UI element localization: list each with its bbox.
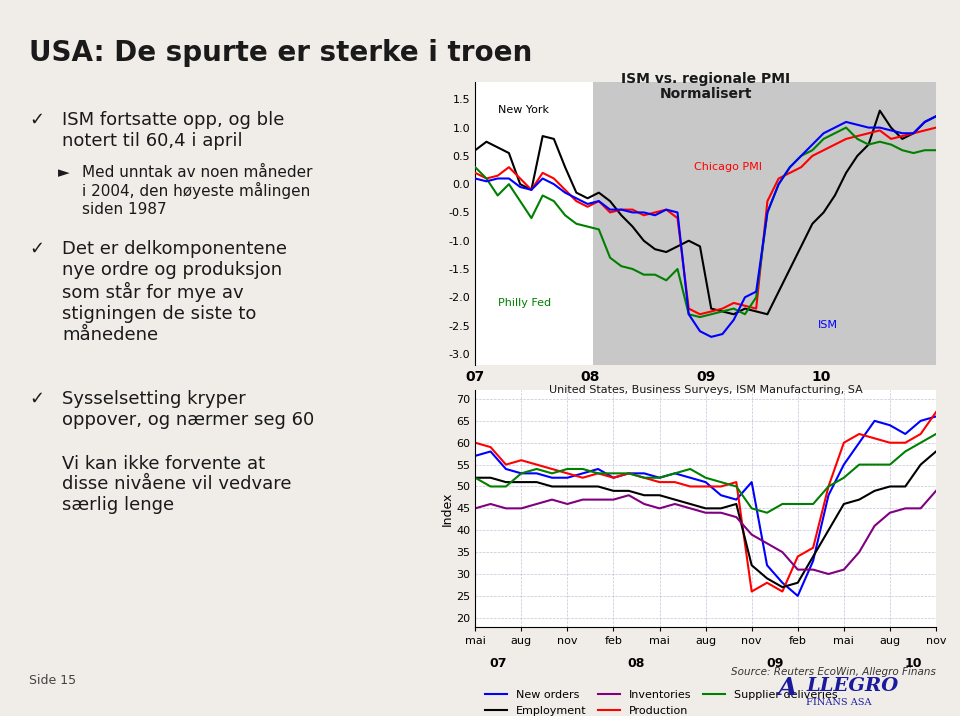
Bar bbox=[475, 82, 593, 365]
Text: LLEGRO: LLEGRO bbox=[806, 677, 899, 695]
Text: Source: Reuters EcoWin, Allegro Finans: Source: Reuters EcoWin, Allegro Finans bbox=[732, 667, 936, 677]
Text: Chicago PMI: Chicago PMI bbox=[694, 162, 762, 172]
Text: ►: ► bbox=[58, 165, 69, 180]
Text: Sysselsetting kryper
oppover, og nærmer seg 60: Sysselsetting kryper oppover, og nærmer … bbox=[62, 390, 315, 429]
Text: A: A bbox=[778, 675, 797, 700]
Text: 10: 10 bbox=[904, 657, 922, 670]
Text: FINANS ASA: FINANS ASA bbox=[806, 698, 872, 707]
Text: 09: 09 bbox=[766, 657, 783, 670]
Text: Med unntak av noen måneder
i 2004, den høyeste målingen
siden 1987: Med unntak av noen måneder i 2004, den h… bbox=[82, 165, 312, 217]
Text: ISM vs. regionale PMI: ISM vs. regionale PMI bbox=[621, 72, 790, 86]
Text: New York: New York bbox=[497, 105, 549, 115]
Text: United States, Business Surveys, ISM Manufacturing, SA: United States, Business Surveys, ISM Man… bbox=[549, 385, 862, 395]
Text: Philly Fed: Philly Fed bbox=[497, 298, 551, 308]
Text: USA: De spurte er sterke i troen: USA: De spurte er sterke i troen bbox=[29, 39, 532, 67]
Text: Side 15: Side 15 bbox=[29, 674, 76, 687]
Text: ✓: ✓ bbox=[29, 111, 44, 129]
Text: 08: 08 bbox=[628, 657, 645, 670]
Y-axis label: Index: Index bbox=[441, 491, 453, 526]
Text: 07: 07 bbox=[490, 657, 507, 670]
Legend: New orders, Employment, Inventories, Production, Supplier deliveries: New orders, Employment, Inventories, Pro… bbox=[481, 686, 842, 716]
Text: Vi kan ikke forvente at
disse nivåene vil vedvare
særlig lenge: Vi kan ikke forvente at disse nivåene vi… bbox=[62, 455, 292, 514]
Text: ✓: ✓ bbox=[29, 240, 44, 258]
Text: Det er delkomponentene
nye ordre og produksjon
som står for mye av
stigningen de: Det er delkomponentene nye ordre og prod… bbox=[62, 240, 287, 344]
Text: ISM fortsatte opp, og ble
notert til 60,4 i april: ISM fortsatte opp, og ble notert til 60,… bbox=[62, 111, 285, 150]
Text: ✓: ✓ bbox=[29, 390, 44, 408]
Text: Normalisert: Normalisert bbox=[660, 87, 752, 102]
Text: ISM: ISM bbox=[818, 320, 838, 330]
